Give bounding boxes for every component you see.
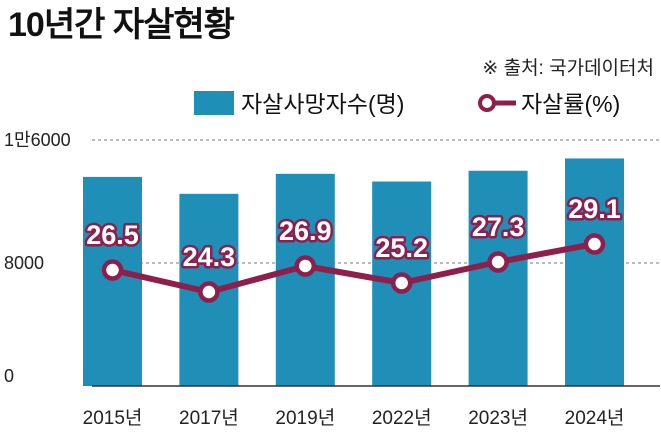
legend-line-marker [478,94,496,112]
rate-point [198,281,220,303]
x-tick-label: 2023년 [468,407,528,429]
x-axis: 2015년 2017년 2019년 2022년 2023년 2024년 [83,407,625,429]
rate-point [101,259,124,281]
rate-point [487,251,509,273]
rate-data-label: 24.3 [183,242,236,272]
rate-point [390,272,413,294]
x-tick-label: 2024년 [565,407,625,429]
y-axis: 0 8000 1만6000 [4,130,71,386]
x-tick-label: 2015년 [83,407,143,429]
x-tick-label: 2022년 [372,407,432,429]
y-tick-label: 0 [4,366,14,386]
legend: 자살사망자수(명) 자살률(%) [194,91,620,117]
rate-line [111,241,596,295]
x-tick-label: 2017년 [179,407,239,429]
bar [468,170,528,386]
line-series: 26.5 24.3 26.9 25.2 27.3 29.1 [84,192,623,303]
rate-data-label: 27.3 [472,212,525,242]
rate-point [294,255,317,277]
rate-data-label: 26.9 [279,216,332,246]
x-tick-label: 2019년 [275,407,335,429]
rate-point [583,233,606,255]
bar [83,176,142,386]
chart-title: 10년간 자살현황 [8,6,235,44]
rate-data-label: 25.2 [375,233,428,263]
y-tick-label: 1만6000 [4,130,71,150]
chart-source: ※ 출처: 국가데이터처 [482,57,654,79]
bar [565,158,624,386]
legend-bar-swatch [194,91,234,115]
bar [275,173,335,386]
rate-data-label: 26.5 [86,220,139,250]
rate-data-label: 29.1 [568,194,621,224]
y-tick-label: 8000 [4,253,44,273]
legend-line-label: 자살률(%) [521,91,620,117]
legend-bar-label: 자살사망자수(명) [241,91,404,117]
